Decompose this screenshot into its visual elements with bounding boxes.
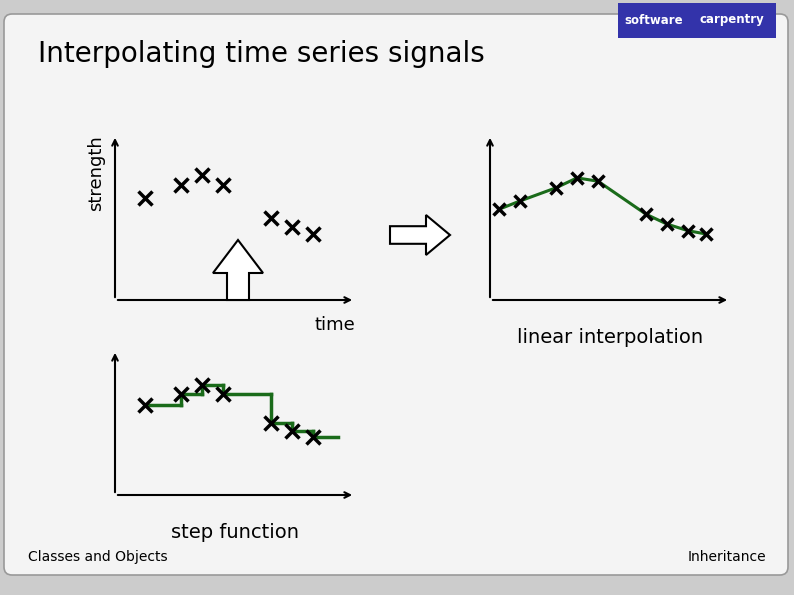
Text: carpentry: carpentry — [700, 14, 765, 27]
Text: Interpolating time series signals: Interpolating time series signals — [38, 40, 485, 68]
Text: Inheritance: Inheritance — [688, 550, 766, 564]
Polygon shape — [390, 215, 450, 255]
Text: software: software — [624, 14, 683, 27]
Text: Classes and Objects: Classes and Objects — [28, 550, 168, 564]
FancyBboxPatch shape — [4, 14, 788, 575]
Text: time: time — [314, 316, 355, 334]
Text: step function: step function — [171, 523, 299, 542]
Text: linear interpolation: linear interpolation — [517, 328, 703, 347]
Text: strength: strength — [87, 135, 105, 211]
Polygon shape — [213, 240, 263, 300]
FancyBboxPatch shape — [618, 3, 776, 38]
